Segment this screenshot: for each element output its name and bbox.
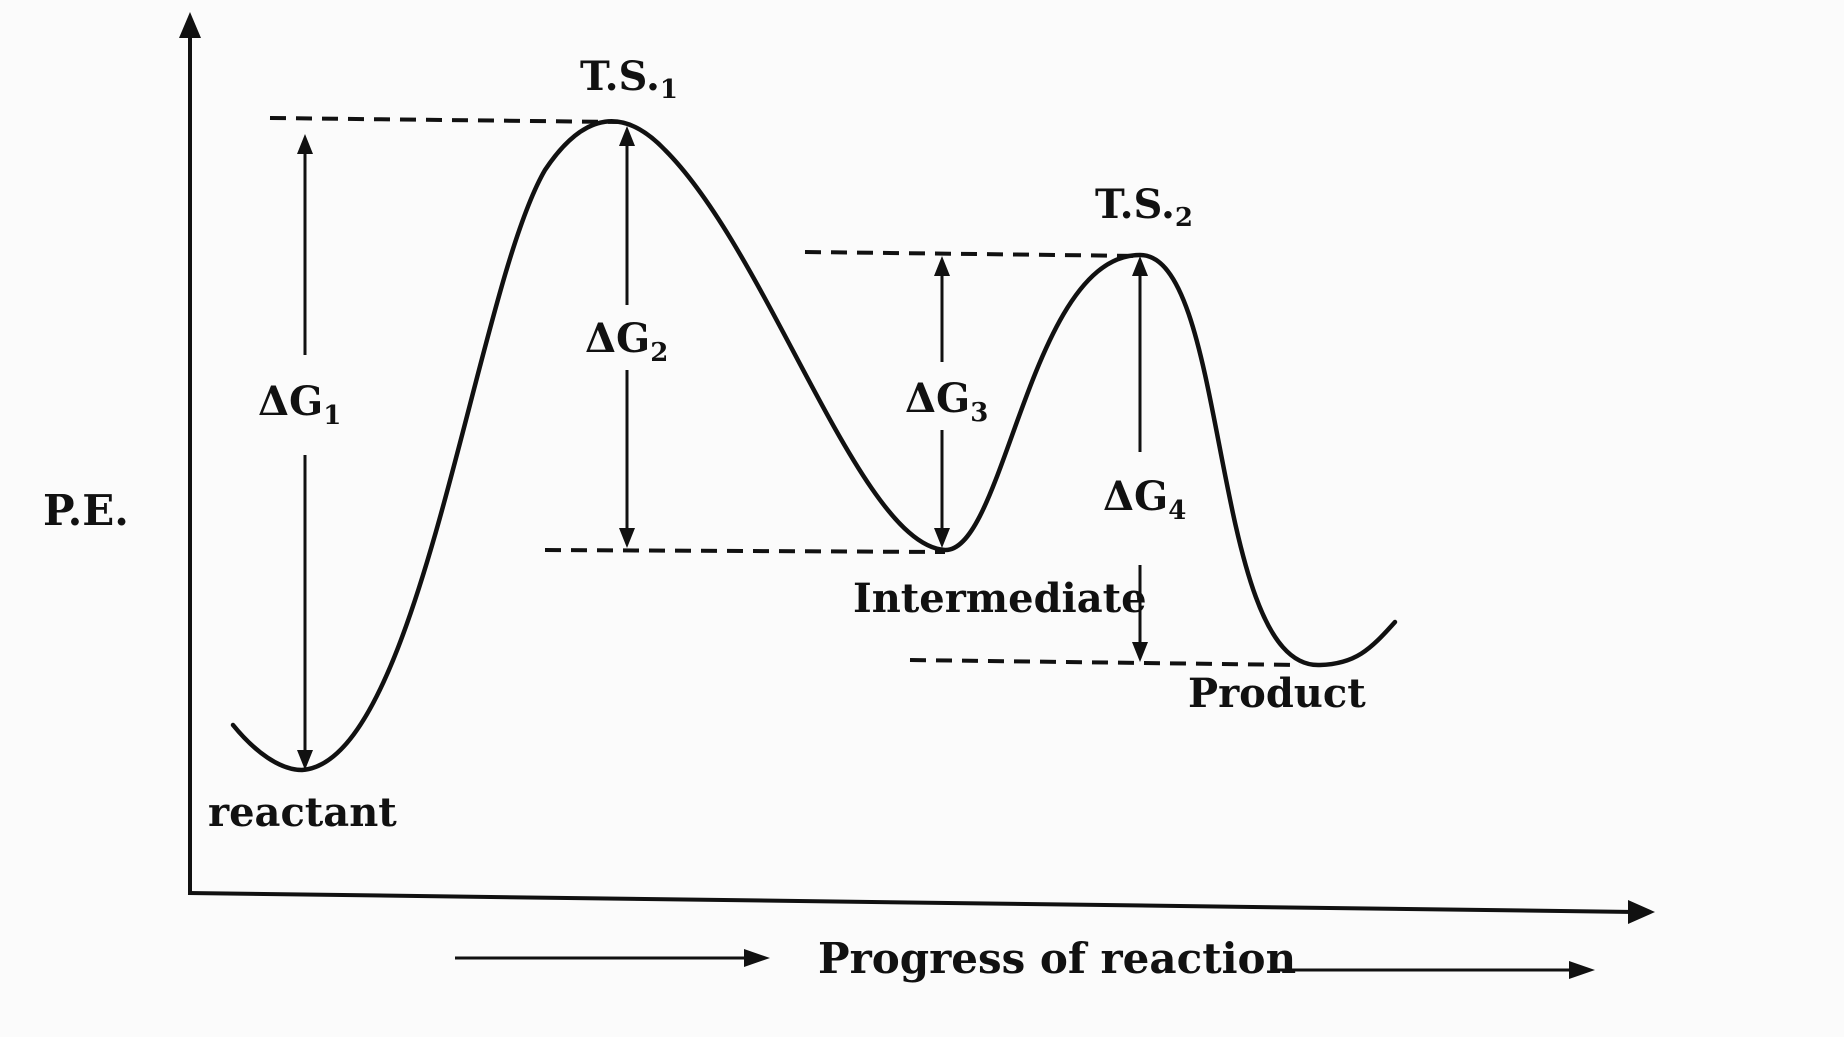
progress-arrow-right-head bbox=[1569, 961, 1595, 979]
y-axis-arrowhead bbox=[179, 12, 201, 38]
dg4-arrowhead-top bbox=[1132, 256, 1148, 276]
dg2-arrowhead-top bbox=[619, 126, 635, 146]
x-axis-arrowhead bbox=[1628, 900, 1655, 924]
progress-arrow-left-head bbox=[744, 949, 770, 967]
ts2-label: T.S.2 bbox=[1095, 181, 1193, 233]
x-axis bbox=[187, 891, 1636, 914]
ts1-level-line bbox=[269, 116, 621, 124]
dg4-arrowhead-bottom bbox=[1132, 642, 1148, 662]
dg4-label: ΔG4 bbox=[1103, 473, 1186, 526]
dg2-label: ΔG2 bbox=[585, 315, 668, 368]
dg2-arrowhead-bottom bbox=[619, 528, 635, 548]
product-level-line bbox=[909, 658, 1301, 667]
reactant-label: reactant bbox=[208, 789, 397, 836]
dg1-arrowhead-top bbox=[297, 134, 313, 154]
ts1-label: T.S.1 bbox=[580, 53, 678, 105]
intermediate-level-line bbox=[544, 548, 946, 554]
ts2-level-line bbox=[804, 250, 1141, 258]
dg3-arrowhead-top bbox=[934, 256, 950, 276]
dg1-arrowhead-bottom bbox=[297, 750, 313, 770]
reaction-curve bbox=[230, 119, 1398, 773]
dg3-arrowhead-bottom bbox=[934, 528, 950, 548]
product-label: Product bbox=[1188, 670, 1366, 717]
intermediate-label: Intermediate bbox=[853, 575, 1147, 622]
dg3-label: ΔG3 bbox=[905, 375, 988, 428]
dg1-label: ΔG1 bbox=[258, 378, 341, 431]
y-axis-label: P.E. bbox=[43, 486, 129, 535]
x-axis-label: Progress of reaction bbox=[818, 934, 1296, 983]
